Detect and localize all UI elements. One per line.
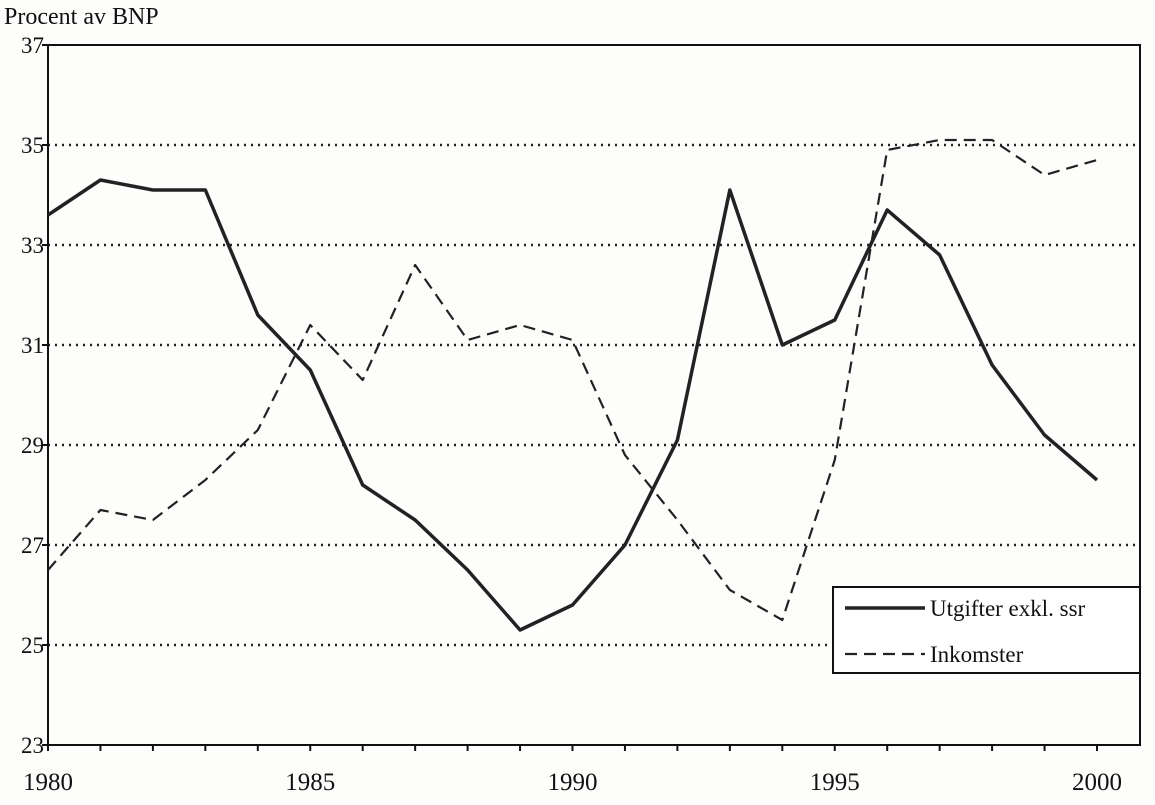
legend-label-inkomster: Inkomster	[930, 642, 1024, 667]
y-tick-label: 27	[21, 533, 44, 558]
y-axis-label: Procent av BNP	[4, 4, 159, 30]
y-tick-label: 23	[21, 733, 44, 758]
y-tick-label: 31	[21, 333, 44, 358]
x-tick-label: 1980	[23, 769, 73, 796]
series-line-inkomster	[48, 140, 1097, 620]
x-tick-label: 1995	[810, 769, 860, 796]
x-tick-label: 2000	[1072, 769, 1122, 796]
y-tick-label: 25	[21, 633, 44, 658]
y-tick-label: 37	[21, 33, 44, 58]
legend: Utgifter exkl. ssr Inkomster	[833, 587, 1140, 673]
series-line-utgifter	[48, 180, 1097, 630]
y-tick-label: 29	[21, 433, 44, 458]
y-tick-label: 35	[21, 133, 44, 158]
x-tick-label: 1985	[285, 769, 335, 796]
y-tick-label: 33	[21, 233, 44, 258]
legend-label-utgifter: Utgifter exkl. ssr	[930, 596, 1086, 621]
x-tick-label: 1990	[548, 769, 598, 796]
